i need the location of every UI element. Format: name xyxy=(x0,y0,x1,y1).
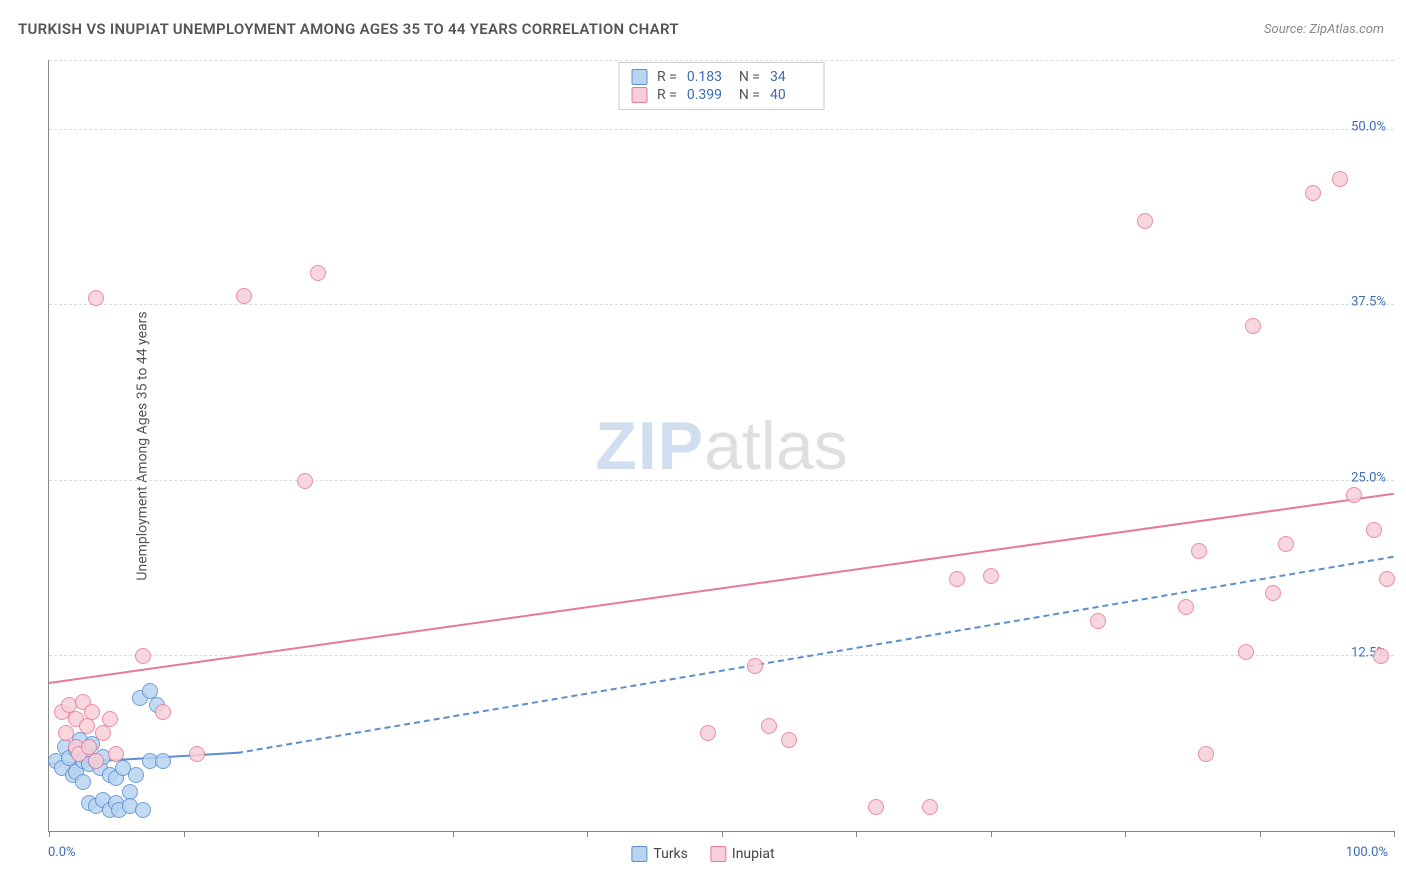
legend-n-value: 40 xyxy=(770,87,812,103)
data-point xyxy=(1373,648,1389,664)
data-point xyxy=(155,704,171,720)
x-axis-min-label: 0.0% xyxy=(48,845,76,860)
data-point xyxy=(922,799,938,815)
data-point xyxy=(1265,585,1281,601)
correlation-legend-box: R = 0.183 N = 34 R = 0.399 N = 40 xyxy=(618,62,825,110)
data-point xyxy=(128,767,144,783)
data-point xyxy=(1346,487,1362,503)
x-tick xyxy=(453,831,454,837)
watermark-atlas: atlas xyxy=(704,408,848,484)
x-tick xyxy=(856,831,857,837)
data-point xyxy=(1238,644,1254,660)
data-point xyxy=(135,802,151,818)
data-point xyxy=(868,799,884,815)
data-point xyxy=(1198,746,1214,762)
gridline xyxy=(49,60,1394,61)
data-point xyxy=(1379,571,1395,587)
legend-item: Inupiat xyxy=(710,846,775,862)
data-point xyxy=(108,746,124,762)
data-point xyxy=(1178,599,1194,615)
legend-swatch xyxy=(631,846,647,862)
data-point xyxy=(236,288,252,304)
data-point xyxy=(79,718,95,734)
x-tick xyxy=(1394,831,1395,837)
data-point xyxy=(949,571,965,587)
legend-swatch xyxy=(631,69,647,85)
data-point xyxy=(95,725,111,741)
legend-label: Turks xyxy=(653,846,688,862)
legend-r-label: R = xyxy=(657,87,677,103)
legend-n-value: 34 xyxy=(770,69,812,85)
y-tick-label: 25.0% xyxy=(1351,470,1386,485)
data-point xyxy=(1305,185,1321,201)
legend-r-value: 0.183 xyxy=(687,69,729,85)
source-credit: Source: ZipAtlas.com xyxy=(1264,22,1384,37)
data-point xyxy=(135,648,151,664)
x-tick xyxy=(318,831,319,837)
gridline xyxy=(49,129,1394,130)
watermark-zip: ZIP xyxy=(595,408,704,484)
data-point xyxy=(155,753,171,769)
data-point xyxy=(297,473,313,489)
x-tick xyxy=(587,831,588,837)
data-point xyxy=(88,290,104,306)
x-tick xyxy=(184,831,185,837)
data-point xyxy=(88,753,104,769)
watermark: ZIPatlas xyxy=(595,407,847,485)
data-point xyxy=(761,718,777,734)
data-point xyxy=(983,568,999,584)
data-point xyxy=(189,746,205,762)
legend-n-label: N = xyxy=(739,69,760,85)
legend-swatch xyxy=(631,87,647,103)
data-point xyxy=(1137,213,1153,229)
gridline xyxy=(49,304,1394,305)
data-point xyxy=(102,711,118,727)
legend-n-label: N = xyxy=(739,87,760,103)
x-tick xyxy=(722,831,723,837)
chart-title: TURKISH VS INUPIAT UNEMPLOYMENT AMONG AG… xyxy=(18,20,679,38)
data-point xyxy=(1090,613,1106,629)
data-point xyxy=(1332,171,1348,187)
y-tick-label: 50.0% xyxy=(1351,120,1386,135)
x-tick xyxy=(991,831,992,837)
legend-swatch xyxy=(710,846,726,862)
data-point xyxy=(1366,522,1382,538)
legend-item: Turks xyxy=(631,846,688,862)
data-point xyxy=(747,658,763,674)
legend-label: Inupiat xyxy=(732,846,775,862)
data-point xyxy=(1278,536,1294,552)
scatter-plot-area: ZIPatlas R =0.183N =34R =0.399N =40 12.5… xyxy=(48,60,1394,832)
y-tick-label: 37.5% xyxy=(1351,295,1386,310)
data-point xyxy=(310,265,326,281)
data-point xyxy=(781,732,797,748)
x-tick xyxy=(49,831,50,837)
series-legend: Turks Inupiat xyxy=(631,846,774,862)
legend-r-value: 0.399 xyxy=(687,87,729,103)
data-point xyxy=(1245,318,1261,334)
legend-r-label: R = xyxy=(657,69,677,85)
data-point xyxy=(84,704,100,720)
x-tick xyxy=(1260,831,1261,837)
x-axis-max-label: 100.0% xyxy=(1346,845,1388,860)
gridline xyxy=(49,480,1394,481)
data-point xyxy=(1191,543,1207,559)
data-point xyxy=(75,774,91,790)
x-tick xyxy=(1125,831,1126,837)
correlation-legend-row: R = 0.183 N = 34 xyxy=(631,68,812,86)
correlation-legend-row: R = 0.399 N = 40 xyxy=(631,86,812,104)
data-point xyxy=(700,725,716,741)
